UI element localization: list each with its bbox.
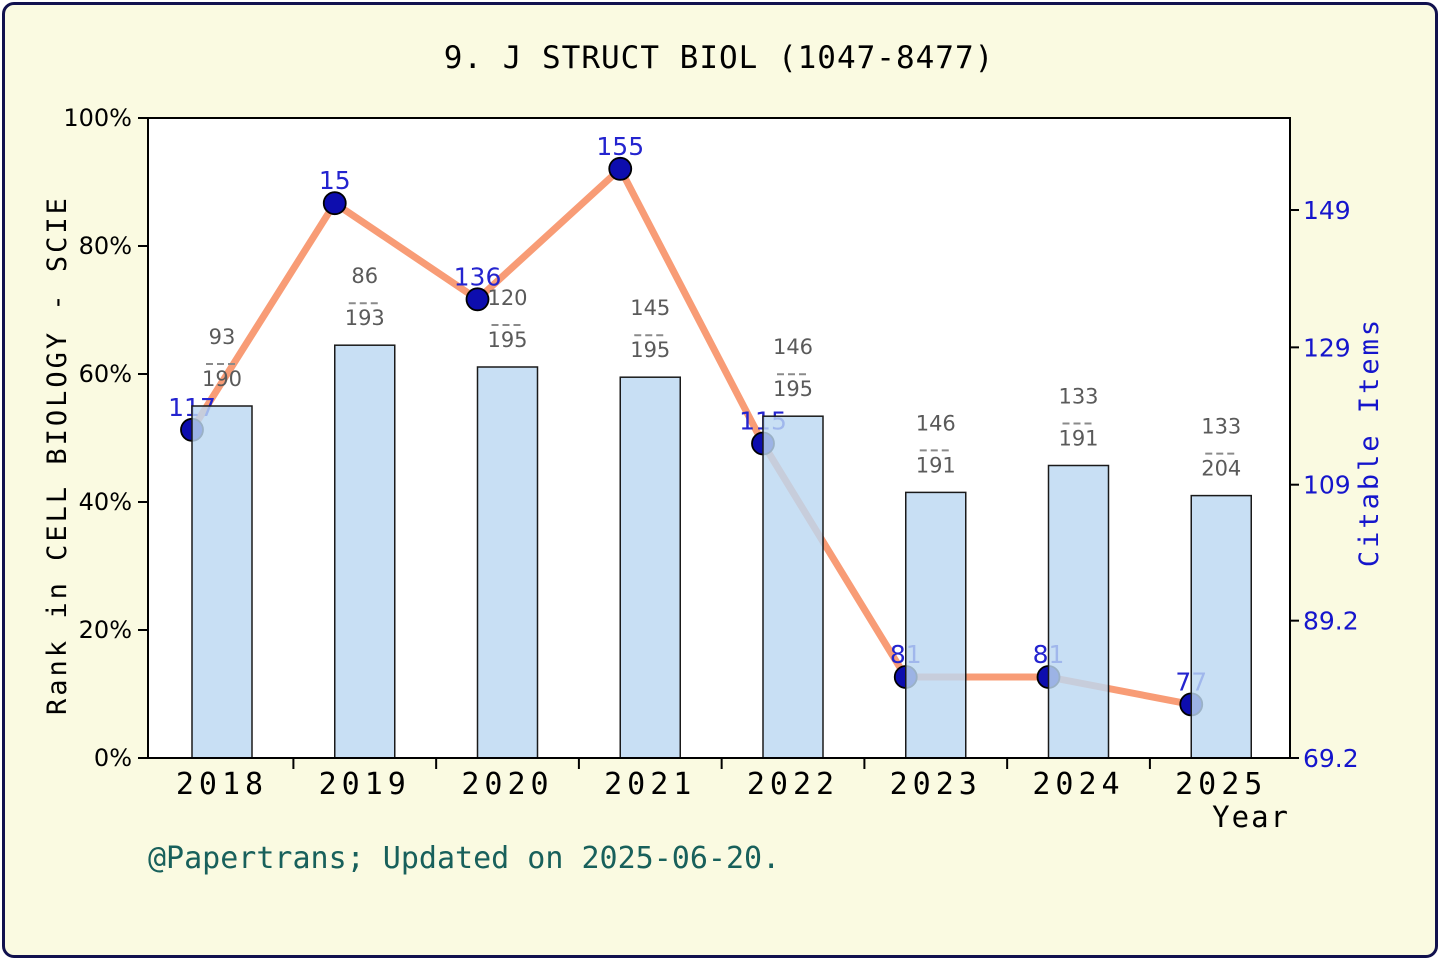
rank-denominator-2021: 195 <box>630 338 670 362</box>
rank-bar-2024 <box>1047 464 1110 759</box>
x-tick-label-2019: 2019 <box>319 767 411 802</box>
rank-denominator-2019: 193 <box>345 306 385 330</box>
rank-bar-2020 <box>476 366 539 759</box>
rank-denominator-2023: 191 <box>916 453 956 477</box>
right-tick-label-69.2: 69.2 <box>1303 744 1359 773</box>
left-tick-label-0: 0% <box>94 744 132 772</box>
chart-title: 9. J STRUCT BIOL (1047-8477) <box>444 40 995 76</box>
line-point-2021 <box>608 156 633 181</box>
left-axis-title: Rank in CELL BIOLOGY - SCIE <box>42 195 73 715</box>
rank-bar-2018 <box>191 405 253 759</box>
plot-frame <box>147 117 1291 759</box>
rank-denominator-2024: 191 <box>1058 427 1098 451</box>
point-label-2020: 136 <box>454 262 502 291</box>
left-tick-label-40: 40% <box>79 488 132 516</box>
x-tick-label-2025: 2025 <box>1175 767 1267 802</box>
rank-bar-2021 <box>619 376 681 759</box>
rank-numerator-2023: 146 <box>916 411 956 435</box>
x-tick-label-2018: 2018 <box>176 767 268 802</box>
left-tick-label-100: 100% <box>63 104 132 132</box>
rank-bar-2023 <box>905 491 967 759</box>
x-tick-label-2022: 2022 <box>747 767 839 802</box>
citable-items-line <box>188 165 1195 708</box>
left-tick-label-80: 80% <box>79 232 132 260</box>
x-tick-label-2024: 2024 <box>1032 767 1124 802</box>
right-axis-title: Citable Items <box>1354 317 1385 567</box>
rank-numerator-2018: 93 <box>209 325 236 349</box>
rank-denominator-2022: 195 <box>773 377 813 401</box>
chart-marks: 1171513615511581817793190861931201951451… <box>63 104 1358 802</box>
rank-numerator-2025: 133 <box>1201 415 1241 439</box>
rank-bar-2025 <box>1190 494 1252 759</box>
rank-denominator-2025: 204 <box>1201 457 1241 481</box>
rank-bar-2019 <box>334 344 396 759</box>
left-tick-label-20: 20% <box>79 616 132 644</box>
left-tick-label-60: 60% <box>79 360 132 388</box>
rank-denominator-2020: 195 <box>487 328 527 352</box>
right-tick-label-149: 149 <box>1303 196 1351 225</box>
x-tick-label-2021: 2021 <box>604 767 696 802</box>
line-point-2019 <box>322 191 347 216</box>
plot-area <box>148 118 1290 758</box>
point-label-2021: 155 <box>596 132 644 161</box>
x-tick-label-2020: 2020 <box>461 767 553 802</box>
rank-denominator-2018: 190 <box>202 367 242 391</box>
watermark-caption: @Papertrans; Updated on 2025-06-20. <box>148 841 780 876</box>
rank-numerator-2019: 86 <box>351 264 378 288</box>
x-tick-label-2023: 2023 <box>890 767 982 802</box>
rank-bar-2022 <box>762 415 824 759</box>
rank-numerator-2024: 133 <box>1058 385 1098 409</box>
right-tick-label-109: 109 <box>1303 471 1351 500</box>
x-axis-title: Year <box>1212 800 1290 834</box>
right-tick-label-89.2: 89.2 <box>1303 607 1359 636</box>
point-label-2019: 15 <box>319 166 351 195</box>
rank-numerator-2021: 145 <box>630 296 670 320</box>
right-tick-label-129: 129 <box>1303 333 1351 362</box>
rank-numerator-2022: 146 <box>773 335 813 359</box>
rank-numerator-2020: 120 <box>487 286 527 310</box>
line-point-2020 <box>465 287 490 312</box>
